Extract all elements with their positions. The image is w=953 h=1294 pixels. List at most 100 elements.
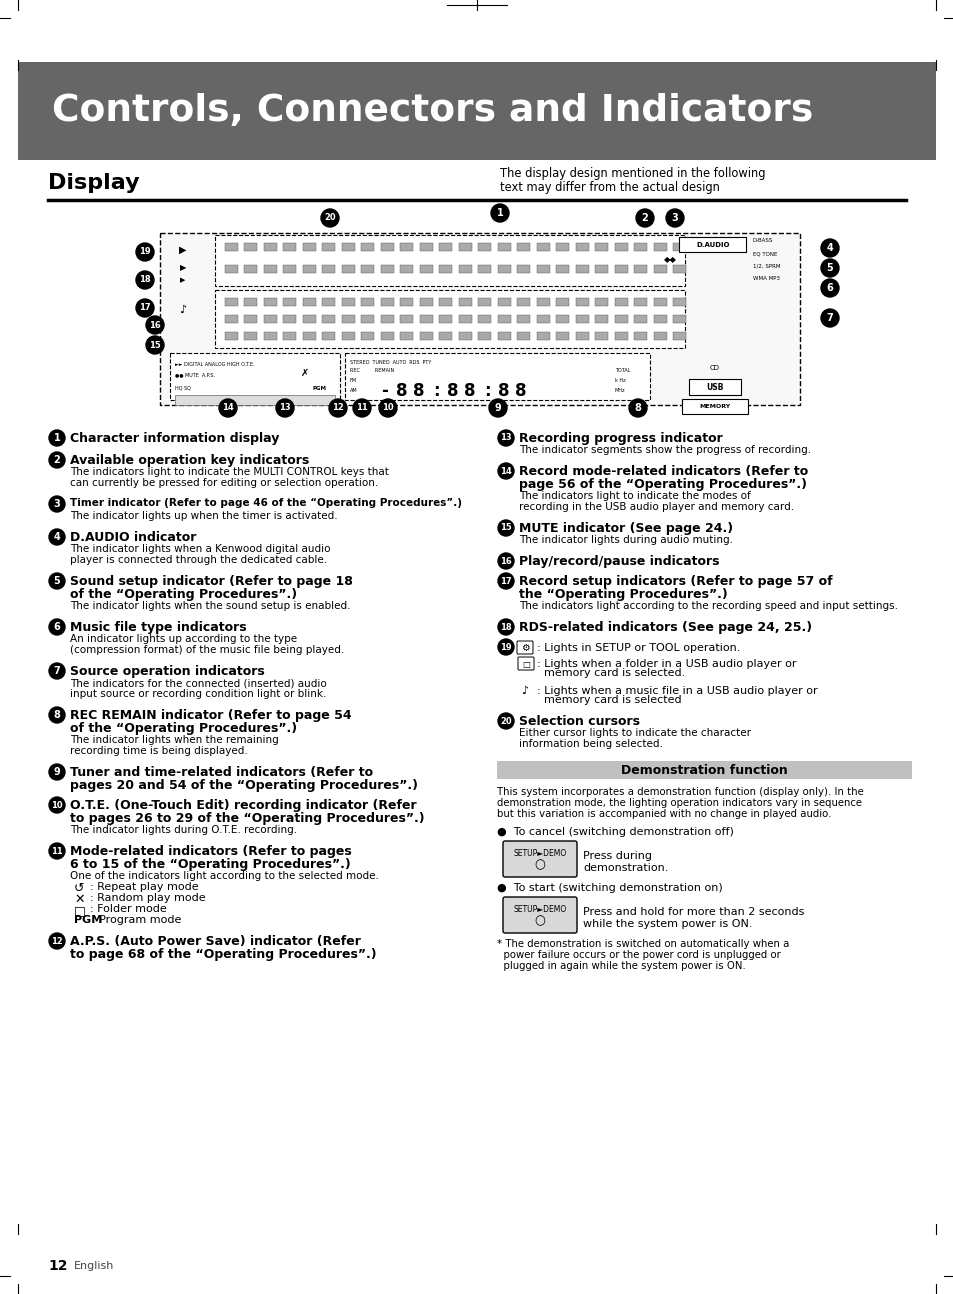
FancyBboxPatch shape: [400, 333, 413, 340]
Text: ✗: ✗: [300, 367, 309, 378]
FancyBboxPatch shape: [576, 265, 588, 273]
Text: 20: 20: [324, 214, 335, 223]
Text: : Lights in SETUP or TOOL operation.: : Lights in SETUP or TOOL operation.: [537, 643, 740, 653]
Text: 12: 12: [48, 1259, 68, 1273]
Text: 8: 8: [634, 402, 640, 413]
Text: ♪: ♪: [521, 686, 528, 696]
FancyBboxPatch shape: [458, 333, 472, 340]
Text: page 56 of the “Operating Procedures”.): page 56 of the “Operating Procedures”.): [518, 477, 806, 490]
Circle shape: [146, 316, 164, 334]
Circle shape: [821, 239, 838, 258]
Text: D-BASS: D-BASS: [752, 238, 773, 242]
Text: MHz: MHz: [615, 388, 625, 393]
Circle shape: [136, 243, 153, 261]
FancyBboxPatch shape: [174, 395, 335, 405]
FancyBboxPatch shape: [244, 298, 257, 305]
FancyBboxPatch shape: [576, 314, 588, 324]
Circle shape: [821, 309, 838, 327]
Text: power failure occurs or the power cord is unplugged or: power failure occurs or the power cord i…: [497, 950, 780, 960]
FancyBboxPatch shape: [341, 243, 355, 251]
Text: HQ SQ: HQ SQ: [174, 386, 191, 391]
Text: The indicator lights when a Kenwood digital audio: The indicator lights when a Kenwood digi…: [70, 543, 330, 554]
Text: The indicator lights when the sound setup is enabled.: The indicator lights when the sound setu…: [70, 600, 350, 611]
FancyBboxPatch shape: [244, 243, 257, 251]
FancyBboxPatch shape: [654, 314, 666, 324]
FancyBboxPatch shape: [502, 897, 577, 933]
FancyBboxPatch shape: [214, 236, 684, 286]
FancyBboxPatch shape: [419, 333, 433, 340]
FancyBboxPatch shape: [341, 298, 355, 305]
FancyBboxPatch shape: [341, 314, 355, 324]
Circle shape: [497, 430, 514, 446]
Circle shape: [136, 270, 153, 289]
Text: The indicator segments show the progress of recording.: The indicator segments show the progress…: [518, 445, 810, 455]
Circle shape: [497, 573, 514, 589]
Text: REC REMAIN indicator (Refer to page 54: REC REMAIN indicator (Refer to page 54: [70, 709, 352, 722]
FancyBboxPatch shape: [576, 243, 588, 251]
Text: PGM: PGM: [74, 915, 102, 925]
Text: 6: 6: [825, 283, 833, 292]
Text: Music file type indicators: Music file type indicators: [70, 621, 247, 634]
Text: memory card is selected: memory card is selected: [537, 695, 680, 705]
FancyBboxPatch shape: [283, 243, 296, 251]
Text: 4: 4: [53, 532, 60, 542]
FancyBboxPatch shape: [225, 314, 237, 324]
Text: 8: 8: [53, 710, 60, 719]
Text: recording time is being displayed.: recording time is being displayed.: [70, 747, 248, 756]
FancyBboxPatch shape: [225, 243, 237, 251]
Text: 3: 3: [53, 499, 60, 509]
Text: k Hz: k Hz: [615, 379, 625, 383]
FancyBboxPatch shape: [517, 657, 534, 670]
Circle shape: [49, 933, 65, 949]
FancyBboxPatch shape: [478, 298, 491, 305]
Text: An indicator lights up according to the type: An indicator lights up according to the …: [70, 634, 296, 644]
Text: : Repeat play mode: : Repeat play mode: [90, 883, 198, 892]
Text: This system incorporates a demonstration function (display only). In the: This system incorporates a demonstration…: [497, 787, 862, 797]
Text: player is connected through the dedicated cable.: player is connected through the dedicate…: [70, 555, 327, 565]
Text: The indicators light to indicate the modes of: The indicators light to indicate the mod…: [518, 490, 750, 501]
Circle shape: [219, 399, 236, 417]
Text: 10: 10: [382, 404, 394, 413]
Text: 8: 8: [497, 382, 509, 400]
Text: Mode-related indicators (Refer to pages: Mode-related indicators (Refer to pages: [70, 845, 352, 858]
FancyBboxPatch shape: [556, 265, 569, 273]
Text: Press during: Press during: [582, 851, 651, 861]
FancyBboxPatch shape: [361, 333, 375, 340]
FancyBboxPatch shape: [634, 243, 647, 251]
Circle shape: [49, 573, 65, 589]
FancyBboxPatch shape: [595, 243, 608, 251]
FancyBboxPatch shape: [502, 841, 577, 877]
Text: 1/2, SPRM: 1/2, SPRM: [752, 264, 780, 268]
FancyBboxPatch shape: [303, 265, 315, 273]
Text: 9: 9: [494, 402, 501, 413]
FancyBboxPatch shape: [303, 298, 315, 305]
FancyBboxPatch shape: [595, 314, 608, 324]
FancyBboxPatch shape: [361, 265, 375, 273]
FancyBboxPatch shape: [497, 298, 511, 305]
Circle shape: [49, 452, 65, 468]
Circle shape: [49, 529, 65, 545]
Text: but this variation is accompanied with no change in played audio.: but this variation is accompanied with n…: [497, 809, 830, 819]
FancyBboxPatch shape: [497, 333, 511, 340]
FancyBboxPatch shape: [517, 641, 533, 653]
FancyBboxPatch shape: [478, 243, 491, 251]
Text: memory card is selected.: memory card is selected.: [537, 668, 684, 678]
FancyBboxPatch shape: [673, 314, 686, 324]
FancyBboxPatch shape: [380, 243, 394, 251]
FancyBboxPatch shape: [673, 265, 686, 273]
Text: 12: 12: [51, 937, 63, 946]
FancyBboxPatch shape: [283, 314, 296, 324]
Circle shape: [821, 280, 838, 298]
Circle shape: [353, 399, 371, 417]
Text: Character information display: Character information display: [70, 432, 279, 445]
Text: 19: 19: [139, 247, 151, 256]
Text: : Lights when a folder in a USB audio player or: : Lights when a folder in a USB audio pl…: [537, 659, 796, 669]
Text: 11: 11: [355, 404, 368, 413]
FancyBboxPatch shape: [615, 333, 627, 340]
FancyBboxPatch shape: [439, 265, 452, 273]
Text: recording in the USB audio player and memory card.: recording in the USB audio player and me…: [518, 502, 793, 512]
Text: 8: 8: [447, 382, 458, 400]
Text: ●● MUTE  A.P.S.: ●● MUTE A.P.S.: [174, 373, 214, 378]
FancyBboxPatch shape: [361, 298, 375, 305]
FancyBboxPatch shape: [244, 333, 257, 340]
